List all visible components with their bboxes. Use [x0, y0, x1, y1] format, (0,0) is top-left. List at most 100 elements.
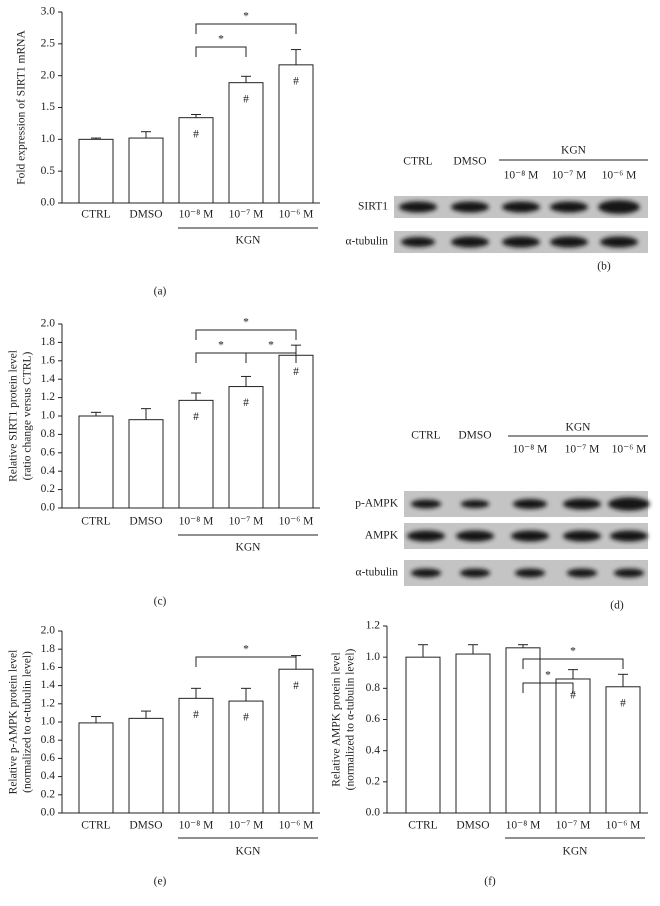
hash-label: # [293, 366, 299, 378]
y-tick-label: 0.8 [366, 682, 381, 694]
blot-row-label: p-AMPK [355, 498, 399, 510]
x-tick-label: DMSO [129, 820, 162, 832]
blot-column-label: DMSO [458, 430, 491, 442]
panel-label: (d) [610, 600, 624, 612]
x-tick-label: CTRL [408, 820, 437, 832]
x-tick-label: 10⁻⁸ M [179, 516, 214, 528]
x-tick-label: 10⁻⁶ M [279, 209, 314, 221]
bar [78, 722, 114, 814]
blot-band [460, 499, 490, 509]
y-tick-label: 2.0 [41, 69, 56, 81]
blot-band [550, 201, 588, 213]
blot-band [502, 201, 540, 213]
hash-label: # [193, 128, 199, 140]
y-tick-label: 1.8 [41, 643, 56, 655]
group-label: KGN [563, 846, 589, 858]
hash-label: # [243, 712, 249, 724]
y-tick-label: 1.8 [41, 336, 56, 348]
bar [128, 419, 164, 509]
x-tick-label: 10⁻⁸ M [506, 820, 541, 832]
significance-label: * [268, 340, 274, 352]
y-axis-label: Relative SIRT1 protein level [8, 350, 20, 482]
bar [455, 653, 491, 814]
hash-label: # [620, 697, 626, 709]
bar [555, 678, 591, 814]
hash-label: # [243, 397, 249, 409]
bar [178, 399, 214, 509]
significance-bracket [245, 352, 297, 363]
blot-subcolumn-label: 10⁻⁸ M [513, 444, 548, 456]
y-tick-label: 1.4 [41, 373, 56, 385]
blot-band [608, 497, 650, 511]
blot-group-label: KGN [566, 422, 592, 434]
blot-band [563, 498, 601, 510]
blot-subcolumn-label: 10⁻⁸ M [504, 170, 539, 182]
blot-band [410, 499, 442, 509]
y-tick-label: 1.6 [41, 661, 56, 673]
blot-band [610, 530, 648, 542]
y-tick-label: 0.0 [41, 197, 56, 209]
blot-band [459, 568, 491, 578]
blot-band [451, 201, 489, 213]
bar [78, 138, 114, 204]
significance-bracket [195, 352, 247, 363]
y-tick-label: 0.6 [41, 752, 56, 764]
y-tick-label: 1.0 [41, 716, 56, 728]
blot-row-label: AMPK [365, 530, 399, 542]
blot-subcolumn-label: 10⁻⁶ M [612, 444, 647, 456]
y-tick-label: 0.6 [41, 446, 56, 458]
blot-row-label: α-tubulin [346, 236, 389, 248]
significance-bracket [195, 329, 297, 340]
bar [605, 686, 641, 814]
blot-band [511, 530, 549, 542]
blot-subcolumn-label: 10⁻⁷ M [552, 170, 587, 182]
blot-group-label: KGN [561, 145, 587, 157]
y-tick-label: 0.8 [41, 428, 56, 440]
y-tick-label: 0.4 [366, 744, 381, 756]
y-tick-label: 0.5 [41, 165, 56, 177]
blot-band [399, 201, 437, 213]
panel-label: (f) [484, 876, 496, 888]
bar [78, 415, 114, 509]
blot-band [502, 236, 540, 248]
y-tick-label: 3.0 [41, 6, 56, 18]
y-tick-label: 2.0 [41, 318, 56, 330]
x-tick-label: 10⁻⁷ M [229, 516, 264, 528]
y-tick-label: 1.2 [41, 391, 56, 403]
blot-column-label: CTRL [411, 430, 440, 442]
y-tick-label: 0.8 [41, 734, 56, 746]
x-tick-label: 10⁻⁷ M [229, 209, 264, 221]
y-tick-label: 1.2 [366, 620, 381, 632]
hash-label: # [193, 709, 199, 721]
blot-band [514, 568, 546, 578]
blot-band [600, 236, 638, 248]
group-label: KGN [236, 542, 262, 554]
x-tick-label: 10⁻⁸ M [179, 820, 214, 832]
y-tick-label: 1.0 [366, 651, 381, 663]
x-tick-label: 10⁻⁶ M [606, 820, 641, 832]
significance-label: * [243, 644, 249, 656]
significance-bracket [522, 658, 624, 669]
significance-bracket [195, 23, 297, 34]
bar [505, 647, 541, 814]
y-tick-label: 1.5 [41, 101, 56, 113]
x-tick-label: CTRL [81, 209, 110, 221]
blot-subcolumn-label: 10⁻⁶ M [602, 170, 637, 182]
significance-label: * [545, 670, 551, 682]
y-tick-label: 0.2 [41, 788, 56, 800]
hash-label: # [193, 411, 199, 423]
y-tick-label: 1.2 [41, 697, 56, 709]
bar [278, 64, 314, 204]
y-tick-label: 2.5 [41, 37, 56, 49]
y-tick-label: 2.0 [41, 625, 56, 637]
y-tick-label: 1.0 [41, 410, 56, 422]
bar [278, 668, 314, 814]
x-tick-label: 10⁻⁸ M [179, 209, 214, 221]
y-axis-label: Relative p-AMPK protein level [8, 650, 20, 795]
y-axis-label: Fold expression of SIRT1 mRNA [16, 30, 28, 185]
blot-band [400, 237, 436, 247]
y-tick-label: 0.0 [41, 807, 56, 819]
blot-column-label: DMSO [453, 156, 486, 168]
x-tick-label: 10⁻⁷ M [556, 820, 591, 832]
